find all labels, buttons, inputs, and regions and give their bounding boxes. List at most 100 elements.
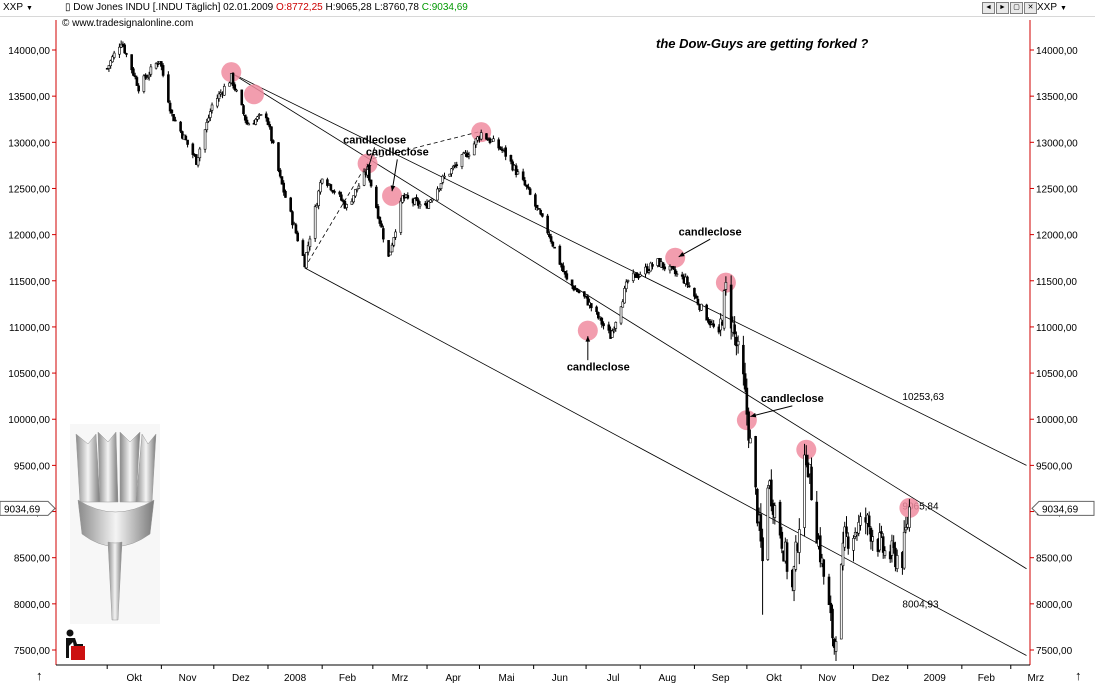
candle-body <box>705 304 708 321</box>
x-tick-label: Feb <box>339 673 357 684</box>
candle-body <box>539 209 542 215</box>
info-bullet-icon: ▯ <box>65 2 71 13</box>
y-tick-label-right: 13000,00 <box>1036 138 1078 149</box>
x-tick-label: Aug <box>658 673 676 684</box>
scroll-up-arrow-icon[interactable]: ↑ <box>36 668 43 683</box>
y-tick-label-right: 11000,00 <box>1036 323 1077 334</box>
x-tick-label: Sep <box>712 673 730 684</box>
candle-body <box>827 576 831 606</box>
candleclose-label: candleclose <box>761 393 824 405</box>
candle-body <box>355 188 359 191</box>
candle-body <box>857 521 861 534</box>
scroll-up-arrow-icon-right[interactable]: ↑ <box>1075 668 1082 683</box>
candle-body <box>319 182 322 193</box>
candle-body <box>558 245 562 265</box>
axes: 14000,00 14000,00 13500,00 13500,00 13000,00… <box>0 20 1095 684</box>
scroll-left-button[interactable]: ◄ <box>982 2 995 14</box>
candle-body <box>859 516 862 526</box>
candle-body <box>111 56 114 63</box>
touch-marker <box>382 185 403 206</box>
candle-body <box>597 312 600 319</box>
scroll-right-button[interactable]: ► <box>996 2 1009 14</box>
candle-body <box>291 211 294 226</box>
pitchfork-lower-line <box>304 267 1027 656</box>
candle-body <box>118 46 121 55</box>
candle-body <box>271 140 275 144</box>
dropdown-caret-icon: ▼ <box>26 5 33 12</box>
tradesignal-logo <box>66 629 85 660</box>
candle-body <box>607 324 611 331</box>
candle-body <box>804 454 808 466</box>
candle-body <box>902 531 906 569</box>
candle-body <box>390 244 394 253</box>
candle-body <box>541 213 544 217</box>
symbol-selector-right[interactable]: XXP ▼ <box>1037 2 1067 13</box>
current-value-box-right <box>1031 500 1095 516</box>
candle-body <box>855 532 859 536</box>
candle-body <box>756 488 759 524</box>
y-tick-label-left: 11500,00 <box>9 277 50 288</box>
watermark: © www.tradesignalonline.com <box>62 18 194 29</box>
pitchfork-median-line <box>231 72 1027 570</box>
candle-body <box>509 154 513 162</box>
reaction-line <box>372 130 482 160</box>
y-tick-label-left: 12000,00 <box>8 231 50 242</box>
candle-body <box>595 306 598 312</box>
candle-body <box>576 288 579 292</box>
close-button[interactable]: ✕ <box>1024 2 1037 14</box>
candle-body <box>537 208 541 210</box>
candle-body <box>638 274 642 277</box>
candle-body <box>439 183 443 189</box>
candle-body <box>668 265 672 271</box>
candle-body <box>413 198 417 205</box>
pitchfork-level-label: 10253,63 <box>902 392 944 403</box>
candle-body <box>707 319 710 323</box>
candle-body <box>441 175 445 183</box>
candle-body <box>320 178 324 184</box>
candle-body <box>196 157 200 166</box>
candle-body <box>546 215 549 234</box>
price-candles <box>105 40 911 661</box>
candle-body <box>712 323 715 327</box>
candle-body <box>839 564 843 640</box>
candle-body <box>231 72 235 86</box>
high-value: H:9065,28 <box>325 2 372 13</box>
candle-body <box>693 287 696 297</box>
x-tick-label: Mai <box>498 673 514 684</box>
candle-body <box>418 203 422 207</box>
candle-body <box>450 168 453 175</box>
candle-body <box>357 185 361 189</box>
candle-body <box>527 186 530 189</box>
candle-body <box>266 118 270 126</box>
candle-body <box>736 341 740 346</box>
candle-body <box>497 139 500 149</box>
candle-body <box>354 189 357 197</box>
candle-body <box>268 124 272 128</box>
candle-body <box>586 296 590 306</box>
y-tick-label-left: 8000,00 <box>14 600 51 611</box>
candle-body <box>549 236 553 242</box>
candle-body <box>686 276 689 286</box>
x-tick-label: Nov <box>818 673 836 684</box>
maximize-button[interactable]: ▢ <box>1010 2 1023 14</box>
candle-body <box>376 206 380 219</box>
candle-body <box>240 89 244 106</box>
candle-body <box>338 191 341 195</box>
symbol-selector-left[interactable]: XXP ▼ <box>3 2 33 13</box>
x-tick-label: 2008 <box>284 673 307 684</box>
candle-body <box>624 281 628 289</box>
pitchfork-level-label: 9065,84 <box>902 501 939 512</box>
candle-body <box>170 109 174 114</box>
candle-body <box>135 77 139 86</box>
candle-body <box>437 188 441 191</box>
candle-body <box>822 559 826 577</box>
candle-body <box>340 194 343 201</box>
candle-body <box>130 54 133 71</box>
candle-body <box>583 291 586 297</box>
candle-body <box>448 173 452 177</box>
candle-body <box>184 135 188 141</box>
candle-body <box>429 199 432 203</box>
candle-body <box>499 146 502 150</box>
candle-body <box>623 288 626 304</box>
